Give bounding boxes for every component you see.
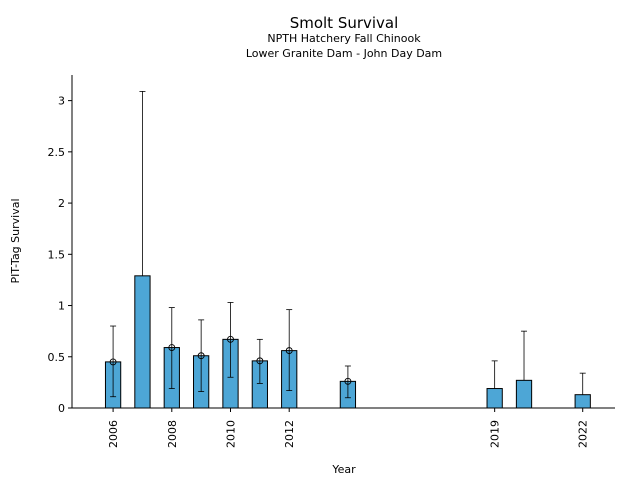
y-tick-label: 2.5 xyxy=(48,146,66,159)
point-marker-2008 xyxy=(168,344,176,351)
error-bar-2019 xyxy=(491,360,498,389)
y-axis-label: PIT-Tag Survival xyxy=(9,198,22,283)
point-marker-2012 xyxy=(285,347,293,355)
error-bar-2006 xyxy=(110,325,117,398)
point-marker-2014 xyxy=(344,377,352,385)
chart-subtitle-line-2: Lower Granite Dam - John Day Dam xyxy=(246,47,442,60)
point-marker-2006 xyxy=(109,358,117,366)
chart-title: Smolt Survival xyxy=(290,14,399,32)
x-tick-label: 2012 xyxy=(283,420,296,448)
bar-2022 xyxy=(574,394,591,409)
y-ticks-group: 0 0.5 1 1.5 2 2.5 3 xyxy=(48,95,72,415)
x-tick-label: 2022 xyxy=(577,420,590,448)
error-bar-2022 xyxy=(579,372,586,395)
y-tick-label: 1 xyxy=(58,300,65,313)
error-bar-2020 xyxy=(521,330,528,381)
bar-2007 xyxy=(134,275,151,409)
y-tick-label: 0 xyxy=(58,402,65,415)
x-tick-label: 2006 xyxy=(107,420,120,448)
point-markers-group xyxy=(109,335,352,385)
error-bar-2012 xyxy=(286,309,293,391)
bars-group xyxy=(104,275,591,409)
point-marker-2011 xyxy=(256,357,264,365)
x-axis-label: Year xyxy=(331,463,356,476)
x-tick-label: 2008 xyxy=(166,420,179,448)
chart-subtitle-line-1: NPTH Hatchery Fall Chinook xyxy=(267,32,421,45)
error-bar-2011 xyxy=(256,338,263,384)
bar-2020 xyxy=(515,379,533,409)
bar-2019 xyxy=(486,388,503,409)
x-tick-label: 2010 xyxy=(224,420,237,448)
error-bars-group xyxy=(110,90,586,399)
error-bar-2007 xyxy=(139,90,146,276)
error-bar-2008 xyxy=(168,307,175,389)
error-bar-2010 xyxy=(227,302,234,378)
y-tick-label: 2 xyxy=(58,197,65,210)
y-tick-label: 0.5 xyxy=(48,351,66,364)
x-ticks-group: 2006 2008 2010 2012 2019 2022 xyxy=(107,408,590,448)
y-tick-label: 1.5 xyxy=(48,248,66,261)
y-tick-label: 3 xyxy=(58,95,65,108)
x-tick-label: 2019 xyxy=(489,420,502,448)
error-bar-2009 xyxy=(198,319,205,393)
error-bar-2014 xyxy=(344,365,351,399)
point-marker-2010 xyxy=(227,335,234,343)
point-marker-2009 xyxy=(197,352,205,360)
